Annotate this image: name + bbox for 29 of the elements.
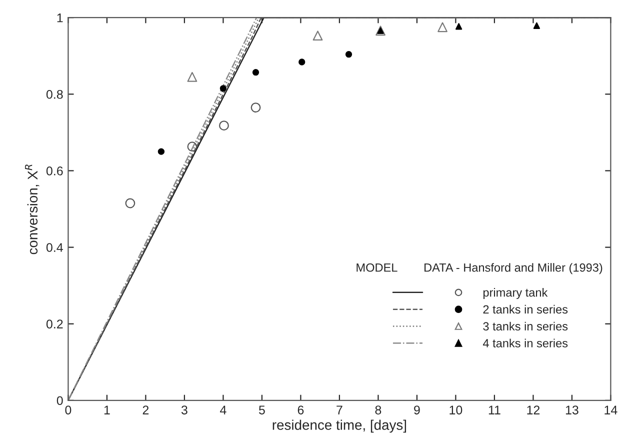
x-tick-label: 8	[375, 406, 382, 414]
x-tick-label: 1	[104, 406, 110, 414]
x-tick-label: 14	[604, 406, 618, 414]
x-tick-label: 6	[298, 406, 304, 414]
x-tick-label: 0	[65, 406, 72, 414]
legend-label: 2 tanks in series	[483, 304, 568, 314]
y-tick-label: 0.6	[46, 166, 63, 176]
y-tick-label: 0.8	[46, 90, 63, 99]
x-tick-label: 11	[488, 406, 500, 414]
y-axis-title: conversion, X$^{R}$	[25, 164, 40, 254]
legend-label: 4 tanks in series	[482, 338, 568, 348]
x-tick-label: 12	[527, 406, 540, 414]
y-tick-label: 0	[56, 396, 63, 406]
x-tick-label: 9	[414, 406, 420, 414]
x-tick-label: 10	[450, 406, 462, 414]
x-tick-label: 2	[142, 406, 149, 414]
annotation: MODEL	[356, 263, 398, 272]
x-axis-title: residence time, [days]	[272, 420, 406, 433]
x-tick-label: 13	[566, 406, 578, 414]
legend-label: primary tank	[483, 288, 548, 300]
x-tick-label: 7	[336, 406, 342, 414]
legend-label: 3 tanks in series	[483, 322, 568, 330]
annotation: DATA - Hansford and Miller (1993)	[424, 263, 602, 274]
y-tick-label: 1	[57, 14, 63, 22]
x-tick-label: 3	[181, 406, 188, 414]
x-tick-label: 4	[220, 406, 226, 414]
y-tick-label: 0.2	[46, 320, 63, 328]
y-tick-label: 0.4	[46, 243, 63, 252]
x-tick-label: 5	[258, 406, 265, 414]
